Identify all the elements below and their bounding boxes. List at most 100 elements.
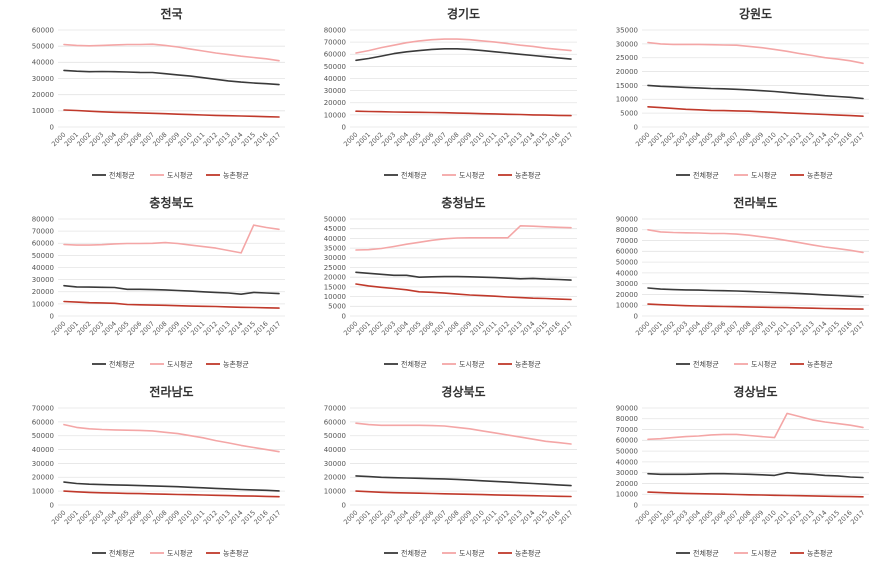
y-tick-label: 30000 — [616, 40, 638, 48]
series-line-urban — [647, 412, 864, 441]
legend-label-total: 전체평균 — [693, 171, 719, 180]
y-tick-label: 50000 — [32, 432, 54, 440]
y-tick-label: 60000 — [32, 26, 54, 34]
legend-label-urban: 도시평균 — [167, 549, 193, 558]
y-tick-label: 30000 — [32, 276, 54, 284]
y-tick-label: 0 — [634, 501, 638, 509]
legend-label-rural: 농촌평균 — [223, 549, 249, 558]
y-tick-label: 20000 — [616, 480, 638, 488]
y-tick-label: 80000 — [324, 26, 346, 34]
y-tick-label: 60000 — [32, 240, 54, 248]
x-tick-label: 2017 — [849, 131, 866, 148]
series-line-total — [355, 475, 572, 487]
legend-label-urban: 도시평균 — [167, 171, 193, 180]
y-tick-label: 50000 — [324, 63, 346, 71]
series-line-total — [647, 471, 864, 479]
legend-label-urban: 도시평균 — [751, 549, 777, 558]
y-tick-label: 60000 — [32, 418, 54, 426]
y-tick-label: 0 — [634, 312, 638, 320]
series-line-total — [647, 84, 864, 100]
chart-title: 전라북도 — [733, 195, 777, 210]
y-tick-label: 10000 — [324, 111, 346, 119]
series-line-urban — [355, 38, 572, 54]
legend-label-total: 전체평균 — [109, 171, 135, 180]
y-tick-label: 60000 — [616, 437, 638, 445]
y-tick-label: 70000 — [324, 39, 346, 47]
series-line-rural — [63, 109, 280, 118]
series-line-rural — [63, 490, 280, 498]
y-tick-label: 0 — [634, 123, 638, 131]
y-tick-label: 25000 — [616, 54, 638, 62]
x-tick-label: 2017 — [849, 320, 866, 337]
legend-label-rural: 농촌평균 — [807, 171, 833, 180]
y-tick-label: 40000 — [32, 446, 54, 454]
y-tick-label: 20000 — [616, 68, 638, 76]
y-tick-label: 80000 — [616, 415, 638, 423]
series-line-urban — [355, 224, 572, 251]
legend-label-urban: 도시평균 — [459, 549, 485, 558]
legend-label-rural: 농촌평균 — [223, 360, 249, 369]
y-tick-label: 0 — [342, 501, 346, 509]
chart-title: 충청남도 — [441, 195, 485, 210]
legend-label-total: 전체평균 — [109, 360, 135, 369]
y-tick-label: 0 — [342, 312, 346, 320]
y-tick-label: 40000 — [324, 446, 346, 454]
legend-label-total: 전체평균 — [693, 360, 719, 369]
y-tick-label: 15000 — [324, 283, 346, 291]
y-tick-label: 30000 — [32, 460, 54, 468]
y-tick-label: 10000 — [324, 293, 346, 301]
chart-panel-1: 전국01000020000300004000050000600002000200… — [32, 6, 285, 180]
y-tick-label: 40000 — [324, 75, 346, 83]
x-tick-label: 2017 — [265, 131, 282, 148]
y-tick-label: 20000 — [324, 274, 346, 282]
y-tick-label: 50000 — [32, 43, 54, 51]
chart-panel-6: 전라북도 0 10000 20000 30000 40000 50000 60000 70000… — [616, 195, 869, 369]
y-tick-label: 90000 — [616, 215, 638, 223]
legend-label-rural: 농촌평균 — [515, 549, 541, 558]
series-line-urban — [647, 228, 864, 254]
series-line-rural — [63, 300, 280, 309]
y-tick-label: 70000 — [616, 237, 638, 245]
y-tick-label: 5000 — [620, 110, 638, 118]
y-tick-label: 70000 — [32, 404, 54, 412]
y-tick-label: 70000 — [616, 426, 638, 434]
y-tick-label: 35000 — [616, 26, 638, 34]
y-tick-label: 15000 — [616, 82, 638, 90]
y-tick-label: 30000 — [324, 87, 346, 95]
series-line-rural — [355, 490, 572, 498]
y-tick-label: 30000 — [324, 254, 346, 262]
series-line-urban — [63, 224, 280, 254]
chart-panel-3: 강원도 0 5000 10000 15000 20000 25000 30000 35000 20… — [616, 7, 869, 180]
y-tick-label: 35000 — [324, 245, 346, 253]
chart-title: 경기도 — [447, 6, 480, 21]
x-tick-label: 2017 — [557, 131, 574, 148]
series-line-total — [355, 47, 572, 62]
y-tick-label: 45000 — [324, 225, 346, 233]
legend-label-rural: 농촌평균 — [807, 360, 833, 369]
legend-label-urban: 도시평균 — [459, 171, 485, 180]
y-tick-label: 0 — [342, 123, 346, 131]
y-tick-label: 30000 — [324, 460, 346, 468]
y-tick-label: 30000 — [616, 469, 638, 477]
y-tick-label: 5000 — [328, 303, 346, 311]
y-tick-label: 10000 — [616, 96, 638, 104]
x-tick-label: 2017 — [265, 509, 282, 526]
chart-title: 전국 — [160, 6, 182, 21]
series-line-urban — [63, 423, 280, 453]
chart-panel-4: 충청북도 0 10000 20000 30000 40000 50000 60000 70000… — [32, 195, 285, 369]
series-line-urban — [647, 41, 864, 65]
series-line-rural — [647, 303, 864, 310]
legend-label-rural: 농촌평균 — [223, 171, 249, 180]
y-tick-label: 80000 — [616, 226, 638, 234]
y-tick-label: 80000 — [32, 215, 54, 223]
series-line-rural — [647, 106, 864, 117]
series-line-urban — [63, 43, 280, 62]
series-line-total — [63, 284, 280, 295]
y-tick-label: 50000 — [324, 432, 346, 440]
y-tick-label: 20000 — [32, 474, 54, 482]
y-tick-label: 0 — [50, 501, 54, 509]
chart-panel-9: 경상남도 0 10000 20000 30000 40000 50000 60000 70000… — [616, 384, 869, 558]
y-tick-label: 50000 — [616, 448, 638, 456]
x-tick-label: 2017 — [265, 320, 282, 337]
